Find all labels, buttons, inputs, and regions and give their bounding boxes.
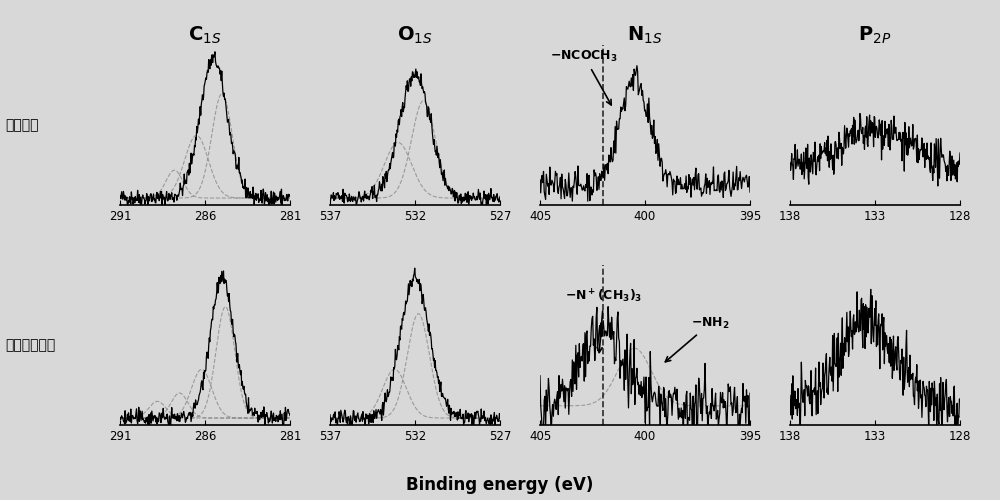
Text: N$_{1S}$: N$_{1S}$ [627, 24, 663, 46]
Text: $\mathbf{-N^+(CH_3)_3}$: $\mathbf{-N^+(CH_3)_3}$ [565, 288, 642, 352]
Text: $\mathbf{-NCOCH_3}$: $\mathbf{-NCOCH_3}$ [550, 50, 618, 105]
Text: Binding energy (eV): Binding energy (eV) [406, 476, 594, 494]
Text: 改性壳聚糖膜: 改性壳聚糖膜 [5, 338, 55, 352]
Text: C$_{1S}$: C$_{1S}$ [188, 24, 222, 46]
Text: O$_{1S}$: O$_{1S}$ [397, 24, 433, 46]
Text: P$_{2P}$: P$_{2P}$ [858, 24, 892, 46]
Text: $\mathbf{-NH_2}$: $\mathbf{-NH_2}$ [665, 316, 730, 362]
Text: 壳聚糖膜: 壳聚糖膜 [5, 118, 38, 132]
